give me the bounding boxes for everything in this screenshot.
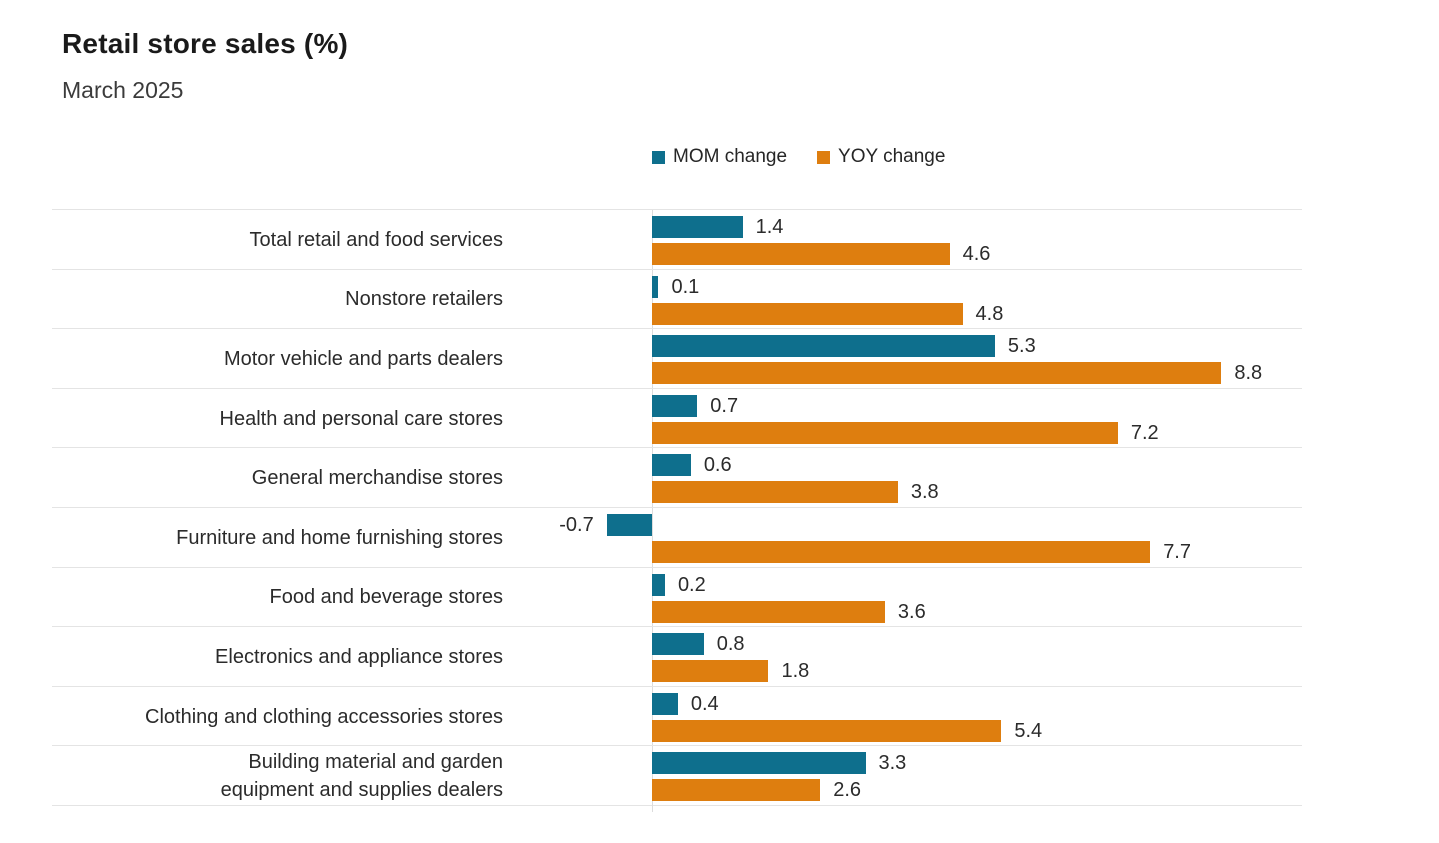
chart-title: Retail store sales (%) [62, 28, 349, 59]
yoy-bar [652, 421, 1118, 444]
mom-bar [652, 394, 698, 417]
mom-value-label: 3.3 [878, 752, 907, 775]
yoy-bar [652, 660, 769, 683]
category-label: Motor vehicle and parts dealers [223, 347, 503, 370]
mom-value-label: 1.4 [755, 216, 784, 238]
mom-value-label: 0.6 [703, 454, 732, 477]
category-label: Total retail and food services [249, 228, 503, 251]
chart-row: Nonstore retailers 0.1 4.8 [52, 268, 1302, 330]
yoy-value-label: 7.2 [1130, 421, 1159, 444]
yoy-bar [652, 719, 1002, 742]
mom-bar [652, 752, 866, 775]
yoy-legend-swatch-icon [817, 150, 831, 164]
mom-bar [606, 514, 652, 536]
category-label: Health and personal care stores [219, 407, 504, 430]
mom-value-label: 5.3 [1007, 335, 1036, 358]
mom-value-label: 0.8 [716, 633, 745, 656]
yoy-bar [652, 362, 1222, 385]
mom-value-label: 0.1 [671, 275, 700, 298]
yoy-bar [652, 779, 821, 802]
category-label: Clothing and clothing accessories stores [145, 705, 503, 728]
chart-row: Furniture and home furnishing stores -0.7… [52, 507, 1302, 568]
category-label: General merchandise stores [251, 467, 503, 490]
plot-area: Total retail and food services 1.4 4.6 Nons… [52, 209, 1302, 812]
yoy-bar [652, 600, 885, 623]
mom-bar [652, 216, 743, 238]
category-label: Building material and garden equipment a… [220, 751, 503, 802]
yoy-value-label: 3.8 [910, 481, 939, 504]
legend-item-yoy: YOY change [817, 146, 945, 168]
yoy-bar [652, 541, 1151, 563]
category-label: Electronics and appliance stores [215, 645, 503, 668]
category-label: Nonstore retailers [345, 288, 503, 311]
mom-bar [652, 633, 704, 656]
chart-row: Building material and garden equipment a… [52, 745, 1302, 806]
mom-value-label: -0.7 [559, 514, 594, 536]
yoy-value-label: 3.6 [897, 600, 926, 623]
yoy-value-label: 8.8 [1234, 362, 1263, 385]
legend: MOM change YOY change [652, 146, 945, 168]
chart-row: Motor vehicle and parts dealers 5.3 8.8 [52, 328, 1302, 389]
category-label: Furniture and home furnishing stores [176, 526, 503, 549]
yoy-value-label: 5.4 [1014, 719, 1043, 742]
mom-legend-swatch-icon [652, 150, 665, 164]
chart-row: Health and personal care stores 0.7 7.2 [52, 387, 1302, 449]
chart-row: Total retail and food services 1.4 4.6 [52, 209, 1302, 270]
chart-row: Electronics and appliance stores 0.8 1.8 [52, 626, 1302, 687]
chart-row: Clothing and clothing accessories stores… [52, 685, 1302, 747]
mom-value-label: 0.7 [710, 394, 739, 417]
chart-row: Food and beverage stores 0.2 3.6 [52, 566, 1302, 628]
yoy-bar [652, 481, 898, 504]
yoy-bar [652, 243, 950, 265]
yoy-legend-label: YOY change [838, 146, 946, 167]
yoy-value-label: 4.6 [962, 243, 991, 265]
yoy-value-label: 4.8 [975, 302, 1004, 325]
mom-bar [652, 275, 659, 298]
chart-row: General merchandise stores 0.6 3.8 [52, 447, 1302, 508]
mom-bar [652, 335, 995, 358]
yoy-value-label: 2.6 [833, 779, 862, 802]
mom-bar [652, 573, 665, 596]
mom-bar [652, 454, 691, 477]
yoy-bar [652, 302, 963, 325]
legend-item-mom: MOM change [652, 146, 787, 168]
mom-value-label: 0.2 [677, 573, 706, 596]
chart-subtitle: March 2025 [62, 77, 184, 103]
yoy-value-label: 1.8 [781, 660, 810, 683]
yoy-value-label: 7.7 [1163, 541, 1191, 563]
mom-legend-label: MOM change [673, 146, 788, 167]
category-label: Food and beverage stores [269, 586, 504, 609]
mom-value-label: 0.4 [690, 692, 719, 715]
mom-bar [652, 692, 678, 715]
zero-axis-tick [652, 805, 653, 812]
